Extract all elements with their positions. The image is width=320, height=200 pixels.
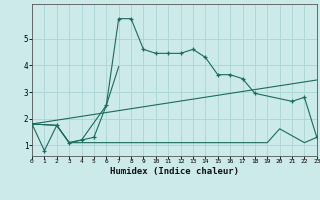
X-axis label: Humidex (Indice chaleur): Humidex (Indice chaleur) (110, 167, 239, 176)
